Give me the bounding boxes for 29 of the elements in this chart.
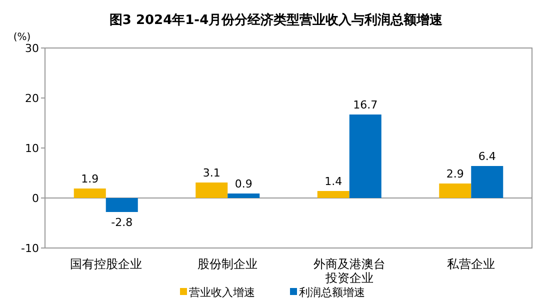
- data-label: 3.1: [202, 166, 220, 180]
- data-label: -2.8: [111, 216, 133, 229]
- ylabel: (%): [13, 32, 31, 43]
- data-label: 0.9: [234, 178, 252, 190]
- y-tick-label: 20: [25, 92, 39, 105]
- y-tick-label: 0: [32, 192, 39, 205]
- bar: [349, 114, 382, 198]
- data-label: 1.9: [81, 172, 99, 186]
- bar: [471, 166, 504, 198]
- data-label: 6.4: [478, 150, 496, 163]
- legend-label: 营业收入增速: [189, 286, 255, 299]
- x-tick-label: 股份制企业: [198, 257, 258, 271]
- bar: [196, 182, 228, 198]
- bar: [439, 184, 472, 198]
- data-label: 2.9: [446, 168, 464, 180]
- x-tick-label: 国有控股企业: [70, 257, 142, 271]
- y-tick-label: 10: [25, 142, 39, 155]
- bar: [106, 198, 138, 212]
- x-tick-label: 外商及港澳台投资企业: [313, 257, 386, 285]
- y-tick-label: 30: [25, 42, 39, 55]
- bar: [74, 188, 106, 198]
- y-tick-label: -10: [21, 242, 39, 255]
- legend-label: 利润总额增速: [299, 286, 365, 299]
- data-label: 1.4: [324, 175, 342, 188]
- data-label: 16.7: [353, 98, 378, 112]
- title: 图3 2024年1-4月份分经济类型营业收入与利润总额增速: [109, 13, 443, 28]
- x-tick-label: 私营企业: [447, 257, 496, 271]
- bar: [317, 191, 350, 198]
- bar: [228, 194, 260, 198]
